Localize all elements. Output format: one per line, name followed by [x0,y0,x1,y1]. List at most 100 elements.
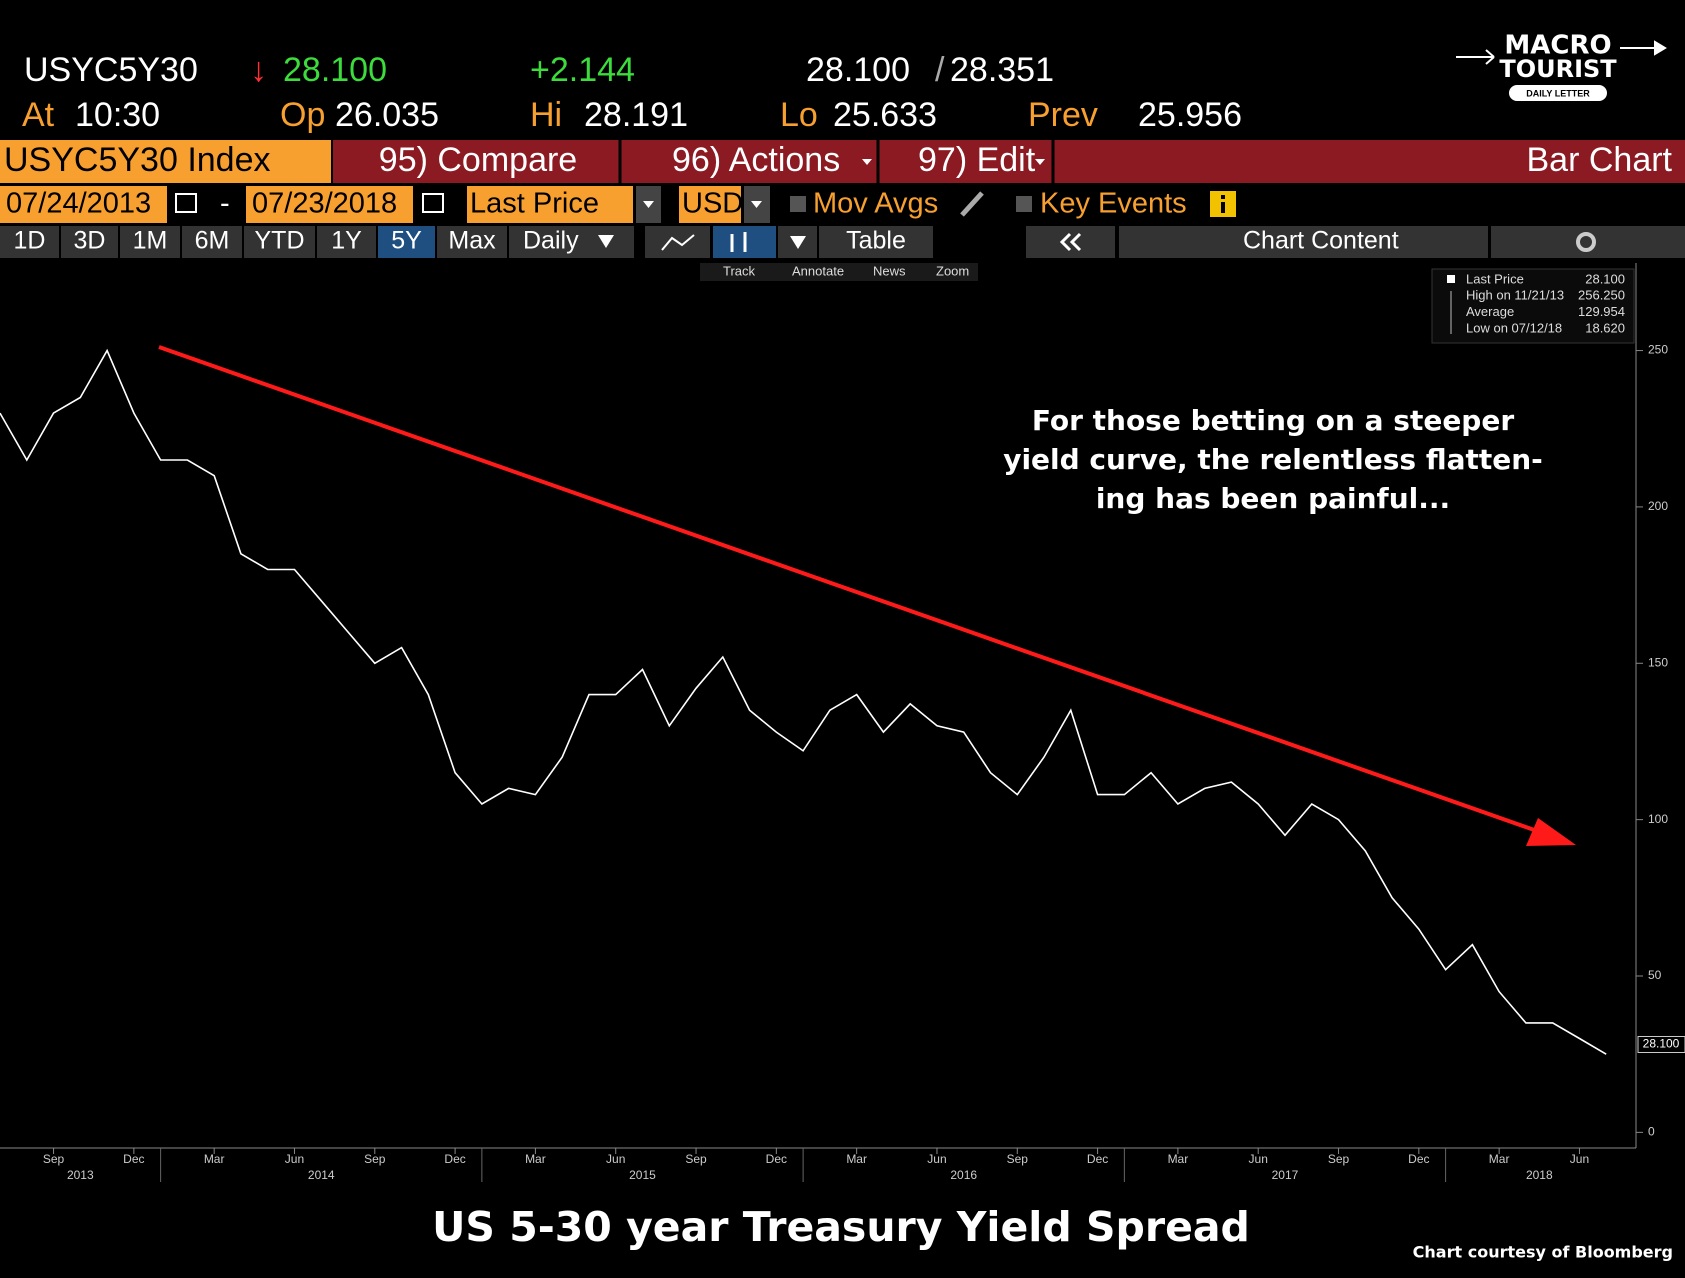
x-tick-label: Sep [364,1152,386,1166]
chart-title: US 5-30 year Treasury Yield Spread [432,1203,1250,1251]
legend-label: Last Price [1466,271,1524,286]
x-tick-label: Mar [525,1152,546,1166]
menu-bar [333,140,1685,183]
quote-label: Prev [1028,96,1098,134]
year-label: 2013 [67,1168,94,1182]
trend-arrow [158,345,1576,846]
gear-icon[interactable] [1576,232,1596,252]
dropdown-arrow [751,201,762,208]
period-button[interactable] [182,226,242,258]
period-button[interactable] [0,226,59,258]
period-label[interactable]: YTD [255,227,305,255]
change: +2.144 [530,51,635,89]
logo [1456,40,1667,101]
security-box[interactable] [0,140,331,183]
menu-item[interactable]: 95) Compare [379,141,577,179]
end-date[interactable]: 07/23/2018 [252,188,397,220]
chart-content[interactable]: Chart Content [1243,227,1399,255]
price-line [0,348,1607,1055]
year-label: 2015 [629,1168,656,1182]
currency[interactable]: USD [682,188,743,220]
tool-label[interactable]: Zoom [936,263,969,278]
legend-swatch [1447,275,1455,283]
ask: 28.351 [950,51,1054,89]
legend-value: 129.954 [1578,304,1625,319]
x-tick-label: Mar [846,1152,867,1166]
checkbox[interactable] [790,196,806,212]
logo-line: DAILY LETTER [1526,88,1590,98]
security[interactable]: USYC5Y30 Index [4,141,271,179]
calendar-icon[interactable] [175,193,197,213]
tool-bar [700,263,978,281]
x-tick-label: Dec [1408,1152,1429,1166]
x-tick-label: Dec [123,1152,144,1166]
period-label[interactable]: Max [448,227,496,255]
y-tick-label: 100 [1648,812,1668,826]
x-tick-label: Sep [43,1152,65,1166]
y-tick-label: 200 [1648,499,1668,513]
last-value-label: 28.100 [1643,1037,1680,1051]
checkbox[interactable] [1016,196,1032,212]
period-label[interactable]: 1M [133,227,168,255]
key-events[interactable]: Key Events [1040,188,1187,220]
annotation: For those betting on a steeper [1032,404,1514,437]
tool-button[interactable] [1491,226,1685,258]
dropdown-arrow [862,159,872,165]
collapse-icon [1059,232,1072,252]
year-label: 2017 [1272,1168,1299,1182]
x-tick-label: Jun [1249,1152,1268,1166]
x-tick-label: Jun [927,1152,946,1166]
period-button[interactable] [120,226,180,258]
tool-label[interactable]: Track [723,263,756,278]
info-bar [1221,202,1225,213]
period-button[interactable] [244,226,315,258]
controls [0,186,1236,223]
legend-value: 256.250 [1578,288,1625,303]
dropdown-arrow [643,201,654,208]
field-box[interactable] [467,186,633,223]
annotation: ing has been painful... [1096,482,1450,515]
start-date[interactable]: 07/24/2013 [6,188,151,220]
x-tick-label: Mar [1168,1152,1189,1166]
period-label[interactable]: 5Y [391,227,422,255]
period-button[interactable] [317,226,376,258]
currency-box[interactable] [679,186,741,223]
mov-avgs[interactable]: Mov Avgs [813,188,938,220]
tool-label[interactable]: News [873,263,906,278]
field[interactable]: Last Price [470,188,599,220]
dropdown-arrow [1035,159,1045,165]
year-label: 2018 [1526,1168,1553,1182]
year-label: 2016 [950,1168,977,1182]
tool-button[interactable] [819,226,933,258]
period-label[interactable]: Daily [523,227,579,255]
period-button[interactable] [378,226,435,258]
bid: 28.100 [806,51,910,89]
period-button[interactable] [437,226,507,258]
legend-label: Average [1466,304,1514,319]
chart-mode[interactable]: Bar Chart [1527,141,1673,179]
table-button[interactable]: Table [846,227,906,255]
calendar-icon[interactable] [422,193,444,213]
date-box[interactable] [0,186,167,223]
x-tick-label: Mar [204,1152,225,1166]
period-label[interactable]: 1D [14,227,46,255]
menu-item[interactable]: 96) Actions [672,141,840,179]
date-box[interactable] [246,186,413,223]
tool-label[interactable]: Annotate [792,263,844,278]
quote-label: Hi [530,96,562,134]
pencil-icon[interactable] [960,191,984,217]
menu-item[interactable]: 97) Edit [918,141,1036,179]
period-label[interactable]: 6M [195,227,230,255]
quote-value: 25.956 [1138,96,1242,134]
tool-button[interactable] [1119,226,1488,258]
x-tick-label: Sep [685,1152,707,1166]
y-tick-label: 150 [1648,655,1668,669]
x-tick-label: Sep [1007,1152,1029,1166]
line-icon [661,234,695,251]
ticker: USYC5Y30 [24,51,198,89]
period-label[interactable]: 3D [74,227,106,255]
period-button[interactable] [509,226,634,258]
x-tick-label: Dec [444,1152,465,1166]
period-label[interactable]: 1Y [331,227,362,255]
period-button[interactable] [61,226,118,258]
